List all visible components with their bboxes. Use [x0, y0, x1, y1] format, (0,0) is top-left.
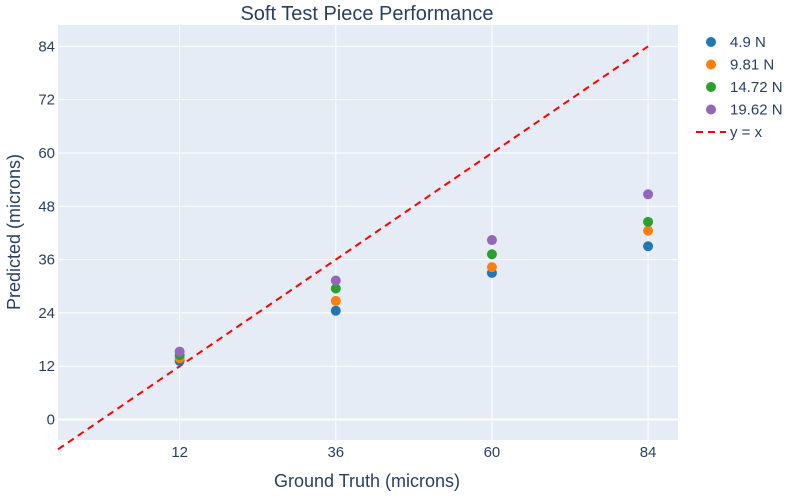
y-tick-label: 72 — [38, 92, 55, 109]
data-point[interactable] — [174, 346, 185, 357]
data-point[interactable] — [643, 241, 654, 252]
data-point[interactable] — [643, 225, 654, 236]
x-tick-label: 60 — [484, 444, 501, 461]
legend-label: 9.81 N — [730, 57, 774, 74]
data-points — [174, 189, 654, 366]
y-tick-label: 12 — [38, 358, 55, 375]
data-point[interactable] — [330, 305, 341, 316]
y-tick-label: 0 — [47, 412, 55, 429]
y-tick-labels: 0 12 24 36 48 60 72 84 — [38, 38, 55, 428]
y-tick-label: 84 — [38, 38, 55, 55]
legend-marker — [706, 104, 716, 115]
data-point[interactable] — [486, 235, 497, 246]
data-point[interactable] — [330, 295, 341, 306]
legend-label: 14.72 N — [730, 79, 783, 96]
legend-item[interactable]: y = x — [696, 124, 763, 141]
legend-item[interactable]: 9.81 N — [706, 57, 774, 74]
legend-marker — [706, 82, 716, 92]
y-tick-label: 48 — [38, 198, 55, 215]
chart-title: Soft Test Piece Performance — [240, 3, 493, 25]
x-tick-label: 12 — [171, 444, 188, 461]
data-point[interactable] — [643, 216, 654, 227]
plot-area — [58, 25, 678, 440]
data-point[interactable] — [330, 283, 341, 294]
x-axis-title: Ground Truth (microns) — [274, 471, 460, 491]
legend-item[interactable]: 19.62 N — [706, 102, 783, 119]
data-point[interactable] — [486, 249, 497, 260]
legend-label: 4.9 N — [730, 34, 766, 51]
data-point[interactable] — [486, 262, 497, 273]
legend-label: y = x — [730, 124, 763, 141]
x-tick-label: 36 — [327, 444, 344, 461]
y-axis-title: Predicted (microns) — [4, 154, 24, 310]
y-tick-label: 36 — [38, 252, 55, 269]
data-point[interactable] — [643, 189, 654, 200]
legend-marker — [706, 59, 716, 70]
legend[interactable]: 4.9 N 9.81 N 14.72 N 19.62 N y = x — [696, 34, 783, 141]
x-tick-labels: 12 36 60 84 — [171, 444, 656, 461]
gridlines — [58, 25, 678, 440]
legend-item[interactable]: 14.72 N — [706, 79, 783, 96]
y-tick-label: 24 — [38, 305, 55, 322]
data-point[interactable] — [330, 275, 341, 286]
legend-label: 19.62 N — [730, 102, 783, 119]
legend-item[interactable]: 4.9 N — [706, 34, 766, 51]
x-tick-label: 84 — [640, 444, 657, 461]
y-tick-label: 60 — [38, 145, 55, 162]
legend-marker — [706, 37, 716, 47]
